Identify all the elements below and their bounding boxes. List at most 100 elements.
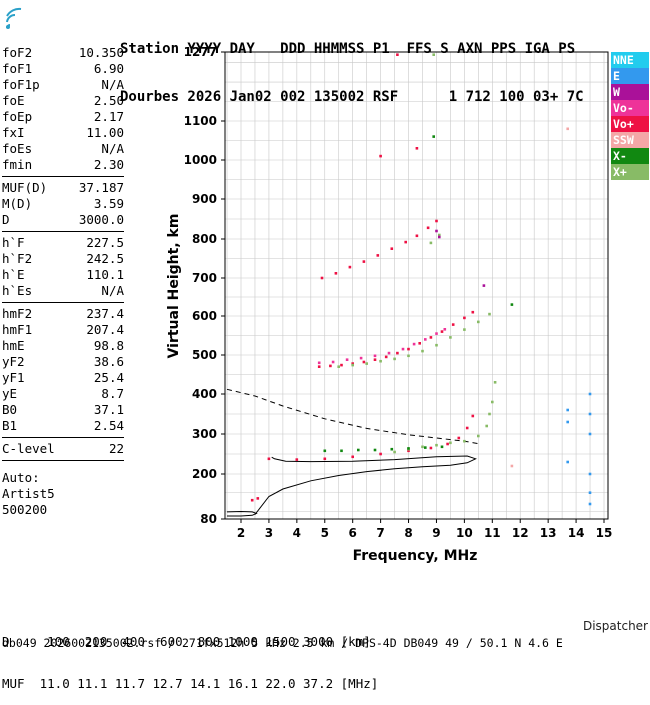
param-row: foF1p N/A [2, 77, 124, 93]
data-point [393, 450, 396, 454]
data-point [359, 356, 363, 360]
param-value: 38.6 [93, 354, 124, 369]
y-tick-label: 800 [192, 232, 217, 246]
data-point [256, 497, 260, 500]
param-row: yF2 38.6 [2, 354, 124, 370]
param-label: foF1 [2, 61, 33, 76]
data-point [510, 303, 514, 306]
param-row: h`Es N/A [2, 283, 124, 299]
data-point [401, 347, 405, 351]
data-point [449, 336, 452, 339]
data-point [451, 323, 455, 326]
data-point [345, 358, 349, 361]
data-point [387, 351, 391, 355]
param-label: h`E [2, 267, 25, 282]
data-point [340, 363, 343, 367]
data-point [588, 472, 592, 476]
station-header: Station YYYY DAY DDD HHMMSS P1 FFS S AXN… [120, 9, 584, 121]
param-row: B1 2.54 [2, 418, 124, 434]
x-tick-label: 9 [432, 526, 440, 540]
data-point [250, 498, 254, 502]
legend-entry: X- [611, 148, 649, 164]
data-point [435, 229, 438, 233]
data-point [379, 359, 382, 363]
data-point [426, 226, 430, 230]
param-label: yE [2, 386, 18, 401]
data-point [357, 448, 360, 452]
param-label: D [2, 212, 10, 227]
data-point [421, 445, 424, 449]
muf-distance-row: D 100 200 400 600 800 1000 1500 3000 [km… [2, 634, 371, 649]
param-value: 2.17 [93, 109, 124, 124]
data-point [435, 343, 438, 347]
legend-entry: NNE [611, 52, 649, 68]
y-tick-label: 300 [192, 427, 217, 441]
param-label: hmF1 [2, 322, 33, 337]
data-point [373, 448, 377, 452]
data-point [373, 358, 377, 361]
param-label: hmE [2, 338, 25, 353]
data-point [488, 312, 491, 316]
param-row: foF2 10.350 [2, 45, 124, 61]
data-point [510, 464, 514, 468]
x-tick-label: 14 [568, 526, 585, 540]
data-point [429, 446, 433, 450]
data-point [362, 360, 366, 364]
param-label: h`Es [2, 283, 33, 298]
data-point [317, 365, 321, 368]
param-value: 10.350 [78, 45, 124, 60]
param-row: foEs N/A [2, 141, 124, 157]
param-value: 25.4 [93, 370, 124, 385]
legend-entry: E [611, 68, 649, 84]
data-point [351, 455, 354, 459]
x-tick-label: 12 [512, 526, 529, 540]
header-line-1: Station YYYY DAY DDD HHMMSS P1 FFS S AXN… [120, 41, 576, 57]
param-label: fxI [2, 125, 25, 140]
data-point [390, 247, 394, 250]
param-value: 11.00 [86, 125, 124, 140]
param-row: B0 37.1 [2, 402, 124, 418]
param-value: 8.7 [101, 386, 124, 401]
param-row: foF1 6.90 [2, 61, 124, 77]
param-separator [2, 437, 124, 438]
legend-entry: SSW [611, 132, 649, 148]
y-tick-label: 700 [192, 271, 217, 285]
param-row: hmF1 207.4 [2, 322, 124, 338]
param-value: N/A [101, 283, 124, 298]
data-point [384, 355, 388, 359]
data-point [477, 320, 480, 324]
data-point [396, 351, 399, 355]
data-point [435, 219, 438, 223]
polarization-legend: NNE E W Vo- Vo+ SSW X- X+ [611, 52, 649, 180]
y-tick-label: 1100 [184, 114, 217, 128]
y-tick-label: 600 [192, 309, 217, 323]
dashed-trace [226, 388, 479, 445]
x-axis-label: Frequency, MHz [353, 548, 478, 564]
data-point [465, 426, 469, 430]
data-point [429, 241, 433, 245]
auto-label: Auto: [2, 470, 40, 485]
data-point [415, 234, 419, 238]
data-point [588, 491, 592, 494]
data-point [407, 347, 410, 351]
param-value: N/A [101, 77, 124, 92]
param-row: MUF(D) 37.187 [2, 180, 124, 196]
data-point [429, 336, 433, 339]
param-row: hmF2 237.4 [2, 306, 124, 322]
data-point [488, 412, 491, 416]
data-point [482, 284, 486, 287]
x-tick-label: 11 [484, 526, 501, 540]
header-line-2: Dourbes 2026 Jan02 002 135002 RSF 1 712 … [120, 89, 584, 105]
data-point [331, 360, 335, 364]
x-tick-label: 5 [321, 526, 329, 540]
param-row: fxI 11.00 [2, 125, 124, 141]
data-point [348, 265, 352, 269]
file-info-footer: db049 2026002135002.rsf / 271fx512h 5 kH… [2, 636, 563, 650]
data-point [362, 260, 366, 263]
x-tick-label: 6 [349, 526, 357, 540]
data-point [415, 147, 419, 150]
param-value: 98.8 [93, 338, 124, 353]
data-point [463, 328, 466, 331]
data-point [588, 392, 592, 396]
x-tick-label: 8 [404, 526, 412, 540]
